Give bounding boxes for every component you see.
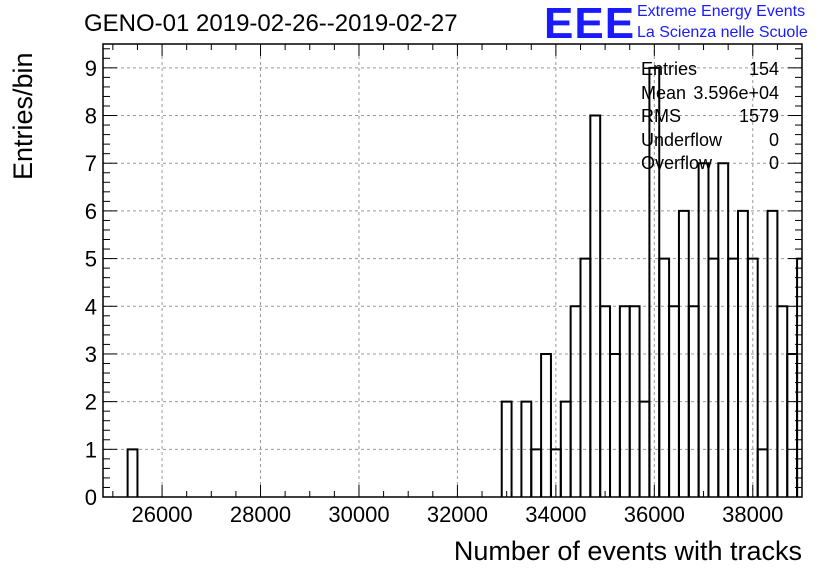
stats-key: Underflow (641, 129, 723, 150)
stats-value: 154 (748, 59, 779, 79)
histogram-bin (126, 448, 139, 497)
y-tick-label: 3 (85, 342, 97, 367)
stats-box: Entries 154 Mean 3.596e+04 RMS 1579 Unde… (641, 58, 779, 176)
stats-row-underflow: Underflow 0 (641, 129, 779, 153)
histogram-bin (530, 448, 543, 497)
stats-key: Entries (641, 59, 698, 79)
histogram-bin (609, 352, 621, 497)
stats-key: RMS (641, 106, 681, 126)
stats-row-mean: Mean 3.596e+04 (641, 82, 779, 106)
plot-frame (102, 43, 803, 498)
histogram-bin (727, 257, 740, 497)
histogram-bin (697, 162, 710, 497)
histogram-bin (786, 352, 799, 497)
y-tick-label: 1 (85, 437, 97, 462)
logo-subtitle-line2: La Scienza nelle Scuole (637, 24, 808, 41)
y-tick-label: 4 (85, 294, 97, 319)
stats-value: 1579 (738, 106, 779, 126)
stats-row-rms: RMS 1579 (641, 105, 779, 129)
histogram-bin (658, 257, 671, 497)
logo-subtitle-line1: Extreme Energy Events (637, 3, 806, 20)
x-axis-label: Number of events with tracks (453, 536, 802, 566)
stats-key: Overflow (641, 153, 713, 173)
histogram-bin (707, 257, 720, 497)
x-tick-label: 34000 (525, 502, 586, 527)
stats-value: 3.596e+04 (693, 82, 779, 103)
y-tick-label: 5 (85, 247, 97, 272)
x-tick-label: 30000 (328, 502, 389, 527)
histogram-bin (579, 257, 592, 497)
histogram-bin (746, 257, 759, 497)
histogram-bin (756, 448, 769, 497)
y-tick-label: 7 (85, 151, 97, 176)
y-tick-label: 2 (85, 390, 97, 415)
y-tick-label: 0 (85, 485, 97, 510)
chart-title: GENO-01 2019-02-26--2019-02-27 (84, 10, 458, 37)
x-tick-label: 36000 (624, 502, 685, 527)
x-tick-label: 38000 (722, 502, 783, 527)
stats-value: 0 (768, 153, 779, 173)
x-tick-label: 28000 (230, 502, 291, 527)
stats-key: Mean (641, 82, 687, 103)
x-tick-label: 26000 (131, 502, 192, 527)
histogram-bin (827, 402, 836, 497)
histogram-bin (500, 400, 513, 497)
y-tick-label: 9 (85, 56, 97, 81)
histogram-bin (796, 257, 802, 497)
stats-row-overflow: Overflow 0 (641, 152, 779, 176)
histogram-bin (540, 352, 552, 497)
y-axis-label: Entries/bin (8, 52, 38, 180)
histogram-bin (817, 259, 827, 497)
histogram-bin (717, 162, 730, 497)
stats-value: 0 (768, 129, 779, 150)
eee-logo: EEE (544, 0, 636, 48)
y-tick-label: 8 (85, 104, 97, 129)
stats-row-entries: Entries 154 (641, 58, 779, 82)
y-tick-label: 6 (85, 199, 97, 224)
histogram-bin (807, 163, 817, 497)
x-tick-label: 32000 (427, 502, 488, 527)
